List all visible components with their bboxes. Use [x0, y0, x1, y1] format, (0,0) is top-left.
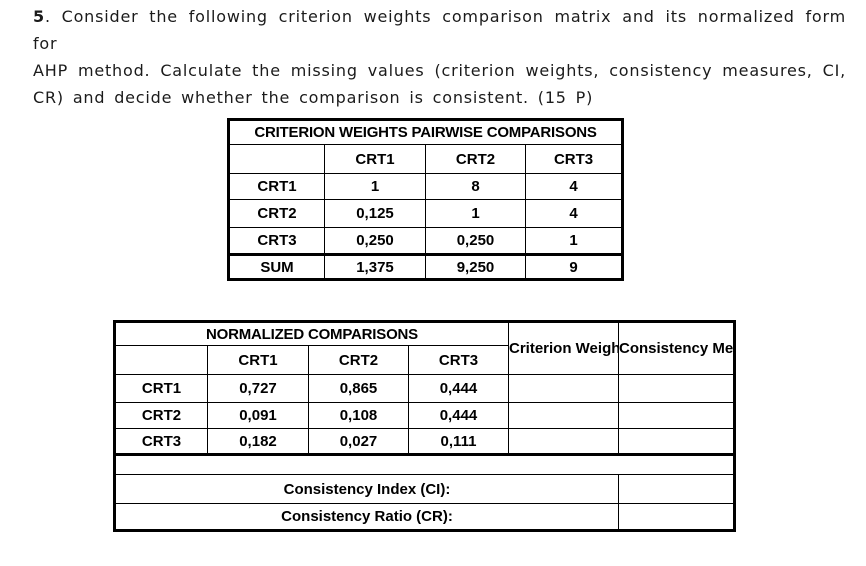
criterion-weight-answer-cell — [508, 402, 619, 429]
pairwise-row-crt2: CRT2 0,125 1 4 — [228, 199, 624, 228]
pairwise-row-crt3: CRT3 0,250 0,250 1 — [228, 227, 624, 255]
matrix-cell: 0,865 — [308, 374, 409, 403]
question-line-3: CR) and decide whether the comparison is… — [33, 88, 594, 107]
pairwise-corner-cell — [228, 144, 325, 174]
pairwise-column-header: CRT1 — [324, 144, 426, 174]
pairwise-row-sum: SUM 1,375 9,250 9 — [228, 253, 624, 280]
question-number: 5 — [33, 7, 45, 26]
consistency-index-label: Consistency Index (CI): — [114, 474, 619, 504]
question-line-2: AHP method. Calculate the missing values… — [33, 61, 846, 80]
matrix-cell: 0,027 — [308, 428, 409, 455]
row-label: CRT3 — [114, 428, 208, 455]
matrix-cell: 0,108 — [308, 402, 409, 429]
criterion-weights-header: Criterion Weights — [508, 321, 619, 375]
criterion-weight-answer-cell — [508, 374, 619, 403]
pairwise-comparisons-table: CRITERION WEIGHTS PAIRWISE COMPARISONS C… — [227, 118, 625, 281]
matrix-cell: 1 — [324, 173, 426, 200]
question-text: 5. Consider the following criterion weig… — [33, 3, 846, 111]
matrix-cell: 0,182 — [207, 428, 309, 455]
normalized-column-header: CRT3 — [408, 345, 509, 375]
normalized-row-crt2: CRT2 0,091 0,108 0,444 — [114, 402, 735, 429]
matrix-cell: 9 — [524, 253, 624, 280]
normalized-column-header: CRT1 — [207, 345, 309, 375]
matrix-cell: 4 — [524, 173, 624, 200]
matrix-cell: 0,250 — [324, 227, 426, 255]
matrix-cell: 0,727 — [207, 374, 309, 403]
consistency-measures-header: Consistency Measures — [618, 321, 735, 375]
consistency-measure-answer-cell — [618, 402, 735, 429]
normalized-column-header: CRT2 — [308, 345, 409, 375]
pairwise-column-header: CRT3 — [524, 144, 624, 174]
normalized-row-crt3: CRT3 0,182 0,027 0,111 — [114, 428, 735, 455]
matrix-cell: 0,091 — [207, 402, 309, 429]
normalized-corner-cell — [114, 345, 208, 375]
row-label: CRT2 — [228, 199, 325, 228]
question-line-1-text: . Consider the following criterion weigh… — [33, 7, 846, 53]
normalized-row-crt1: CRT1 0,727 0,865 0,444 — [114, 374, 735, 403]
row-label: CRT1 — [114, 374, 208, 403]
matrix-cell: 1 — [524, 227, 624, 255]
row-label: CRT3 — [228, 227, 325, 255]
matrix-cell: 0,250 — [425, 227, 526, 255]
matrix-cell: 0,444 — [408, 402, 509, 429]
matrix-cell: 9,250 — [425, 253, 526, 280]
matrix-cell: 0,125 — [324, 199, 426, 228]
matrix-cell: 0,111 — [408, 428, 509, 455]
spacer-cell — [114, 453, 735, 475]
matrix-cell: 4 — [524, 199, 624, 228]
matrix-cell: 0,444 — [408, 374, 509, 403]
row-label: CRT1 — [228, 173, 325, 200]
matrix-cell: 1 — [425, 199, 526, 228]
pairwise-row-crt1: CRT1 1 8 4 — [228, 173, 624, 200]
normalized-comparisons-table: NORMALIZED COMPARISONS Criterion Weights… — [113, 320, 736, 532]
pairwise-column-header: CRT2 — [425, 144, 526, 174]
consistency-ratio-label: Consistency Ratio (CR): — [114, 503, 619, 531]
consistency-measure-answer-cell — [618, 374, 735, 403]
consistency-index-answer-cell — [618, 474, 735, 504]
criterion-weight-answer-cell — [508, 428, 619, 455]
row-label: CRT2 — [114, 402, 208, 429]
consistency-ratio-row: Consistency Ratio (CR): — [114, 503, 735, 531]
matrix-cell: 1,375 — [324, 253, 426, 280]
consistency-measure-answer-cell — [618, 428, 735, 455]
matrix-cell: 8 — [425, 173, 526, 200]
row-label: SUM — [228, 253, 325, 280]
spacer-row — [114, 453, 735, 475]
consistency-index-row: Consistency Index (CI): — [114, 474, 735, 504]
normalized-table-title: NORMALIZED COMPARISONS — [114, 321, 509, 346]
consistency-ratio-answer-cell — [618, 503, 735, 531]
question-line-1: 5. Consider the following criterion weig… — [33, 3, 846, 57]
pairwise-table-title: CRITERION WEIGHTS PAIRWISE COMPARISONS — [227, 119, 624, 145]
